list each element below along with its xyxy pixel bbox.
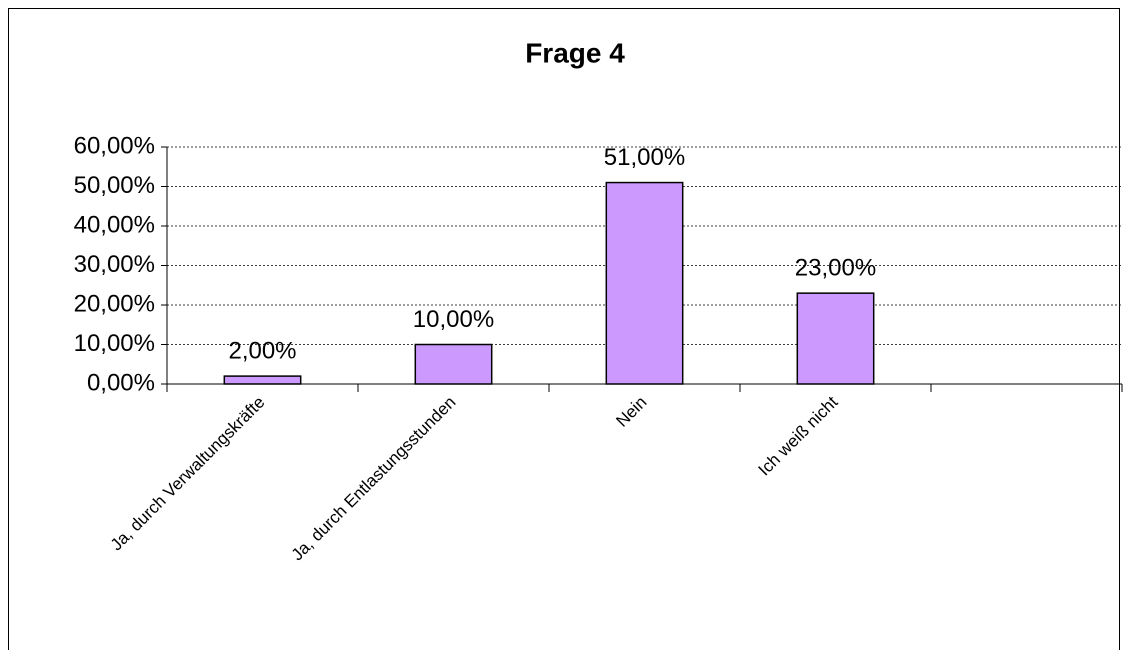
data-label: 51,00%: [604, 144, 685, 171]
data-label: 23,00%: [795, 254, 876, 281]
chart-title: Frage 4: [525, 37, 625, 68]
bar: [605, 181, 684, 385]
y-tick-label: 20,00%: [74, 290, 155, 317]
data-label: 10,00%: [413, 306, 494, 333]
bar: [414, 343, 493, 385]
bar: [223, 375, 302, 385]
bar: [796, 292, 875, 385]
chart-frame: [8, 8, 1120, 650]
y-tick-label: 10,00%: [74, 330, 155, 357]
y-tick-label: 50,00%: [74, 172, 155, 199]
y-tick-label: 60,00%: [74, 132, 155, 159]
y-tick-label: 40,00%: [74, 211, 155, 238]
data-label: 2,00%: [228, 337, 296, 364]
y-tick-label: 0,00%: [87, 369, 155, 396]
y-tick-label: 30,00%: [74, 251, 155, 278]
